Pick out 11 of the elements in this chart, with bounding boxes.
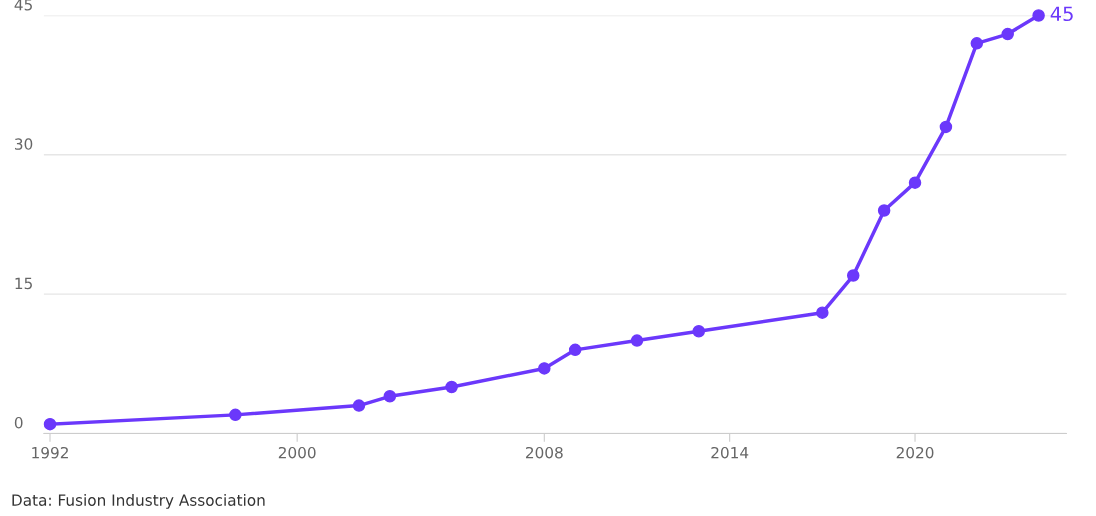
x-tick-label: 2014 bbox=[711, 446, 749, 459]
y-tick-label: 45 bbox=[14, 0, 32, 11]
y-tick-label: 15 bbox=[15, 277, 32, 290]
annotation: 45 bbox=[1050, 6, 1073, 22]
y-tick-label: 0 bbox=[14, 416, 23, 429]
x-tick-label: 1992 bbox=[32, 446, 68, 459]
x-tick-label: 2020 bbox=[896, 446, 934, 459]
x-tick-label: 2008 bbox=[525, 446, 563, 459]
text: Data: Fusion Industry Association bbox=[12, 494, 265, 509]
y-tick-label: 30 bbox=[15, 138, 33, 150]
x-tick-label: 2000 bbox=[278, 446, 316, 459]
